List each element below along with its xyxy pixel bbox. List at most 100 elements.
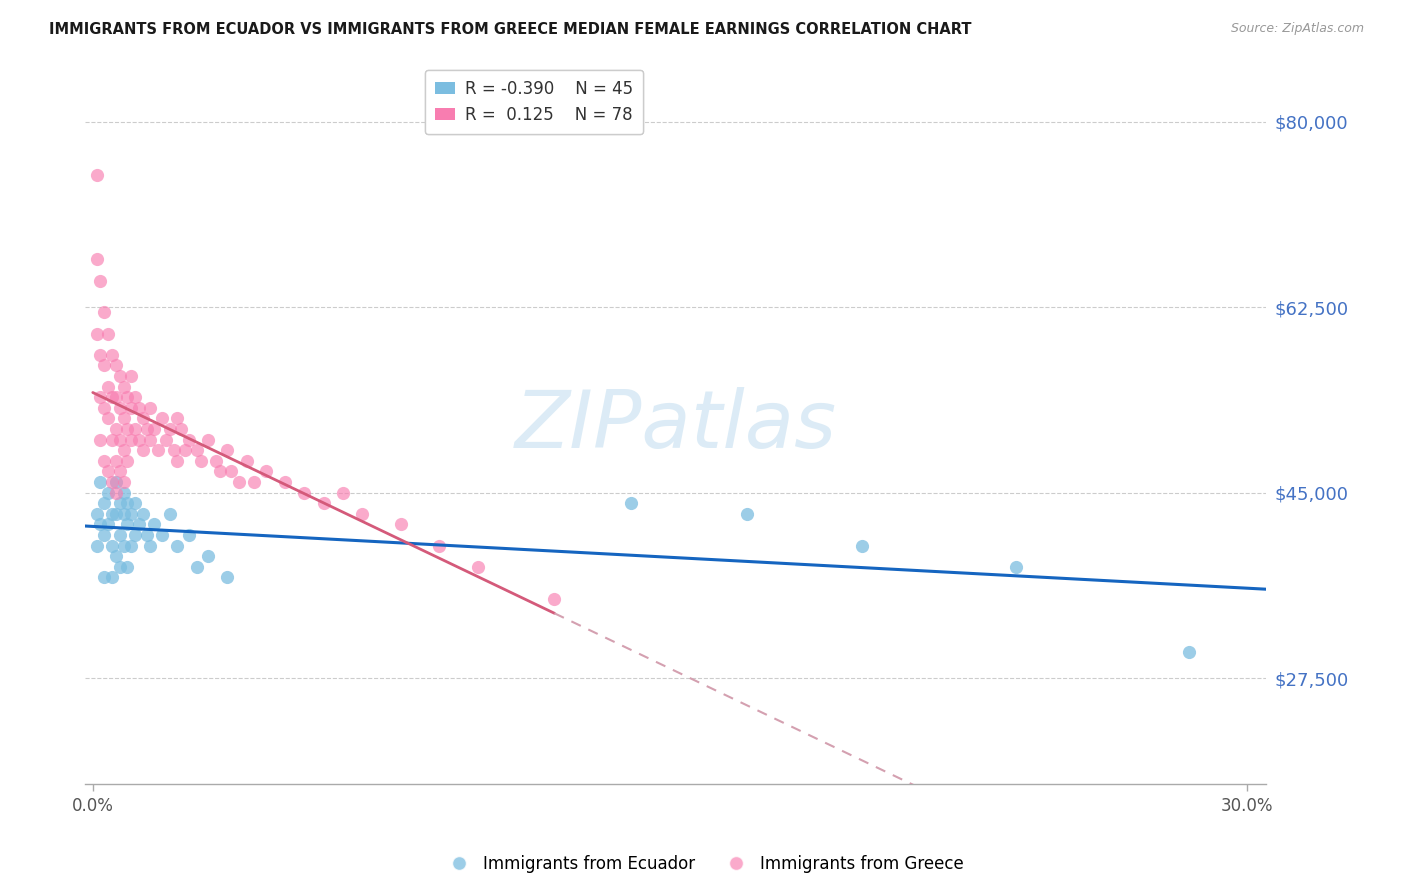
Point [117, 517, 139, 532]
Point [124, 390, 146, 404]
Point [97, 379, 120, 393]
Point [139, 401, 162, 415]
Point [86, 507, 108, 521]
Point [104, 422, 127, 436]
Point [112, 507, 135, 521]
Point [197, 549, 219, 563]
Point [117, 454, 139, 468]
Point [117, 390, 139, 404]
Point [93, 528, 115, 542]
Point [352, 507, 374, 521]
Point [177, 433, 200, 447]
Point [217, 443, 239, 458]
Point [128, 433, 150, 447]
Point [235, 454, 257, 468]
Point [124, 528, 146, 542]
Point [93, 496, 115, 510]
Point [150, 411, 173, 425]
Point [86, 168, 108, 182]
Point [93, 359, 115, 373]
Point [170, 422, 193, 436]
Point [112, 411, 135, 425]
Point [120, 368, 142, 383]
Point [93, 454, 115, 468]
Point [101, 507, 124, 521]
Point [197, 433, 219, 447]
Legend: Immigrants from Ecuador, Immigrants from Greece: Immigrants from Ecuador, Immigrants from… [436, 848, 970, 880]
Point [101, 348, 124, 362]
Point [89, 390, 111, 404]
Point [101, 390, 124, 404]
Point [104, 507, 127, 521]
Point [166, 411, 188, 425]
Point [135, 422, 157, 436]
Point [159, 507, 181, 521]
Point [139, 433, 162, 447]
Point [104, 454, 127, 468]
Point [150, 528, 173, 542]
Point [104, 390, 127, 404]
Text: IMMIGRANTS FROM ECUADOR VS IMMIGRANTS FROM GREECE MEDIAN FEMALE EARNINGS CORRELA: IMMIGRANTS FROM ECUADOR VS IMMIGRANTS FR… [49, 22, 972, 37]
Point [190, 454, 212, 468]
Point [104, 475, 127, 489]
Point [228, 475, 250, 489]
Point [389, 517, 412, 532]
Point [86, 326, 108, 341]
Point [112, 379, 135, 393]
Point [143, 422, 166, 436]
Point [128, 401, 150, 415]
Point [208, 464, 231, 478]
Point [292, 485, 315, 500]
Point [243, 475, 266, 489]
Point [112, 443, 135, 458]
Point [735, 507, 758, 521]
Point [101, 539, 124, 553]
Point [427, 539, 450, 553]
Point [132, 507, 155, 521]
Point [177, 528, 200, 542]
Point [155, 433, 177, 447]
Point [124, 422, 146, 436]
Point [217, 570, 239, 584]
Point [128, 517, 150, 532]
Point [108, 559, 131, 574]
Point [93, 305, 115, 319]
Point [86, 539, 108, 553]
Point [186, 443, 208, 458]
Point [851, 539, 873, 553]
Point [97, 485, 120, 500]
Point [132, 411, 155, 425]
Point [117, 559, 139, 574]
Point [104, 549, 127, 563]
Point [166, 539, 188, 553]
Point [467, 559, 489, 574]
Point [1178, 644, 1201, 658]
Point [89, 517, 111, 532]
Point [312, 496, 335, 510]
Point [143, 517, 166, 532]
Point [139, 539, 162, 553]
Text: ZIPatlas: ZIPatlas [515, 387, 837, 466]
Point [1005, 559, 1028, 574]
Point [274, 475, 297, 489]
Point [108, 368, 131, 383]
Point [97, 517, 120, 532]
Point [117, 496, 139, 510]
Point [86, 252, 108, 267]
Point [89, 433, 111, 447]
Point [89, 475, 111, 489]
Legend: R = -0.390    N = 45, R =  0.125    N = 78: R = -0.390 N = 45, R = 0.125 N = 78 [425, 70, 643, 134]
Point [135, 528, 157, 542]
Point [97, 411, 120, 425]
Point [124, 496, 146, 510]
Point [205, 454, 228, 468]
Point [219, 464, 242, 478]
Point [132, 443, 155, 458]
Point [148, 443, 170, 458]
Point [112, 485, 135, 500]
Point [112, 539, 135, 553]
Point [108, 401, 131, 415]
Point [108, 433, 131, 447]
Point [332, 485, 354, 500]
Point [159, 422, 181, 436]
